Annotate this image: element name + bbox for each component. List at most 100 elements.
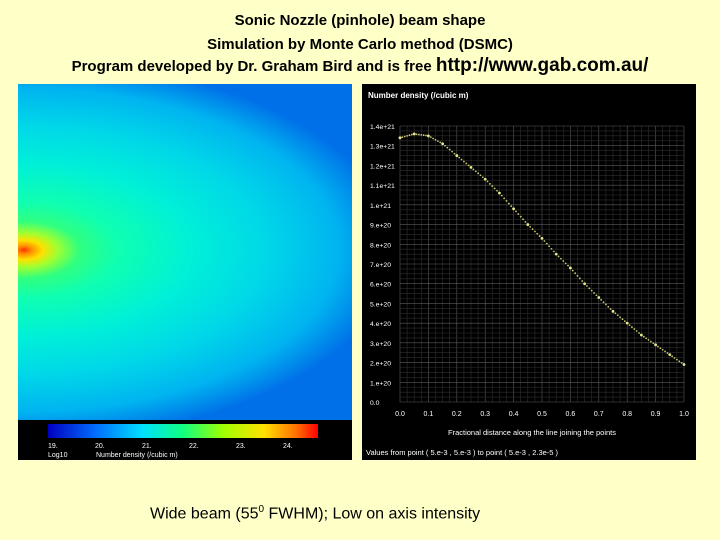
data-point-interp — [418, 133, 420, 136]
data-point-interp — [567, 264, 569, 267]
data-point-interp — [531, 228, 534, 231]
data-point-interp — [557, 255, 560, 258]
data-point-interp — [524, 221, 527, 223]
data-point-interp — [529, 225, 532, 228]
data-point-interp — [574, 272, 577, 275]
data-point-interp — [439, 141, 442, 144]
data-point-interp — [448, 148, 451, 151]
y-tick-label: 8.e+20 — [370, 242, 391, 249]
data-point-interp — [479, 174, 482, 177]
y-tick-label: 7.e+20 — [370, 262, 391, 269]
data-point-interp — [673, 357, 676, 359]
data-point — [668, 353, 672, 357]
data-point-interp — [638, 332, 640, 334]
data-point-interp — [628, 324, 631, 327]
data-point-interp — [545, 242, 548, 245]
data-point-interp — [619, 316, 621, 319]
data-point-interp — [578, 277, 581, 280]
data-point-interp — [477, 172, 479, 175]
data-point-interp — [420, 133, 423, 136]
data-point-interp — [446, 146, 449, 149]
data-point-interp — [401, 136, 404, 139]
data-point-interp — [429, 136, 432, 139]
caption-text-before: Wide beam (55 — [150, 505, 259, 523]
y-tick-label: 1.1e+21 — [370, 183, 395, 190]
data-point — [441, 142, 444, 146]
chart-footer: Values from point ( 5.e-3 , 5.e-3 ) to p… — [366, 448, 559, 457]
data-point-interp — [403, 135, 406, 138]
data-point — [483, 177, 487, 181]
data-point-interp — [444, 144, 446, 147]
title-line-2: Simulation by Monte Carlo method (DSMC) — [207, 36, 513, 53]
credit-text: Program developed by Dr. Graham Bird and… — [71, 58, 432, 75]
data-point-interp — [472, 168, 475, 171]
data-point-interp — [652, 342, 655, 345]
data-point-interp — [434, 138, 437, 141]
data-point-interp — [666, 352, 669, 354]
data-point-interp — [571, 269, 574, 272]
data-point-interp — [436, 140, 439, 143]
data-point-interp — [552, 250, 555, 253]
y-tick-label: 9.e+20 — [370, 223, 391, 230]
data-point-interp — [543, 240, 546, 242]
data-point — [682, 363, 686, 366]
data-point-interp — [493, 187, 496, 190]
data-point-interp — [595, 294, 598, 297]
data-point-interp — [586, 285, 588, 287]
x-tick-label: 0.8 — [622, 411, 632, 418]
data-point-interp — [538, 235, 541, 237]
data-point-interp — [600, 298, 603, 301]
data-point-interp — [657, 345, 659, 348]
data-point-interp — [607, 305, 610, 308]
data-point-interp — [486, 180, 489, 183]
data-point — [640, 333, 643, 337]
data-point-interp — [536, 232, 539, 235]
density-heatmap: 19. 20. 21. 22. 23. 24. Log10 Number density … — [18, 84, 352, 460]
data-point — [498, 191, 501, 195]
data-point-interp — [605, 303, 607, 306]
x-tick-label: 0.9 — [651, 411, 661, 418]
data-point-interp — [507, 202, 510, 205]
data-point-interp — [581, 280, 584, 282]
data-point-interp — [510, 205, 513, 208]
data-point-interp — [564, 262, 567, 265]
x-tick-label: 0.6 — [566, 411, 576, 418]
data-point-interp — [645, 337, 648, 340]
y-tick-label: 2.e+20 — [370, 361, 391, 368]
colorbar-log10-label: Log10 — [48, 452, 68, 459]
data-point-interp — [550, 247, 553, 250]
data-point-interp — [451, 150, 453, 153]
x-tick-label: 0.1 — [424, 411, 434, 418]
data-point-interp — [458, 156, 461, 159]
data-point-interp — [519, 215, 522, 218]
data-point-interp — [664, 350, 666, 353]
x-tick-label: 0.3 — [480, 411, 490, 418]
data-point-interp — [621, 318, 624, 321]
data-point-interp — [410, 133, 413, 136]
data-point-interp — [623, 320, 626, 323]
data-point-interp — [425, 134, 427, 137]
data-point-interp — [534, 230, 536, 233]
data-point-interp — [453, 152, 456, 155]
data-point-interp — [500, 194, 503, 197]
colorbar-tick-label: 19. — [48, 443, 58, 450]
data-point-interp — [491, 185, 494, 188]
data-point-interp — [616, 314, 619, 317]
data-point-interp — [515, 210, 517, 213]
data-point-interp — [432, 137, 435, 140]
y-tick-label: 5.e+20 — [370, 301, 391, 308]
data-point — [469, 166, 473, 169]
data-point-interp — [676, 358, 678, 361]
data-point-interp — [649, 340, 652, 343]
y-tick-label: 1.3e+21 — [370, 144, 395, 151]
data-point-interp — [680, 362, 683, 364]
data-point-interp — [659, 347, 662, 350]
data-point-interp — [460, 158, 463, 161]
caption-superscript: 0 — [258, 504, 265, 515]
data-point — [512, 207, 515, 211]
data-point-interp — [465, 162, 468, 165]
data-point — [540, 236, 544, 240]
data-point-interp — [503, 197, 506, 200]
data-point-interp — [602, 301, 605, 304]
colorbar-tick-label: 22. — [189, 443, 199, 450]
